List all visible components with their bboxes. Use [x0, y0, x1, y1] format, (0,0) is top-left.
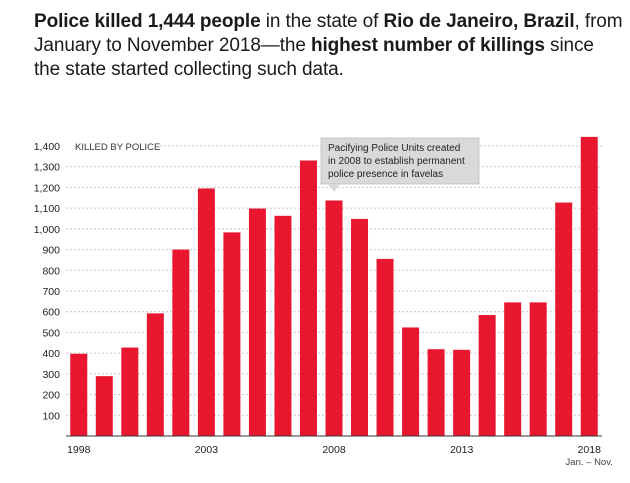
y-tick-label: 1,100 [34, 203, 60, 215]
bar-2012 [427, 349, 445, 436]
bar-2018 [580, 136, 598, 436]
annotation-line: Pacifying Police Units created [328, 143, 460, 154]
bar-1999 [95, 376, 113, 436]
bar-2004 [223, 232, 241, 436]
bar-2015 [504, 302, 522, 436]
bar-2016 [529, 302, 547, 436]
y-tick-label: 600 [42, 307, 60, 319]
y-tick-label: 500 [42, 327, 60, 339]
y-tick-label: 400 [42, 348, 60, 360]
last-bar-note: Jan. – Nov. [566, 457, 613, 468]
bar-2007 [299, 160, 317, 436]
headline-part-5: since the state started collecting such … [34, 35, 594, 80]
bar-1998 [70, 353, 88, 436]
y-tick-label: 1,000 [34, 224, 60, 236]
headline: Police killed 1,444 people in the state … [34, 10, 624, 82]
annotation-line: in 2008 to establish permanent [328, 156, 465, 167]
x-tick-label: 2008 [322, 444, 346, 456]
bar-2009 [351, 218, 369, 436]
y-tick-label: 1,400 [34, 141, 60, 153]
bar-2011 [402, 327, 420, 436]
annotation-box [320, 137, 480, 185]
headline-part-3: , from January to November 2018—the [34, 11, 623, 56]
x-tick-label: 2018 [578, 444, 602, 456]
x-tick-label: 2003 [195, 444, 219, 456]
bar-2000 [121, 347, 139, 436]
bar-2008 [325, 200, 343, 436]
x-tick-label: 2013 [450, 444, 474, 456]
y-tick-label: 1,300 [34, 162, 60, 174]
y-tick-label: 200 [42, 390, 60, 402]
y-axis-label: KILLED BY POLICE [75, 142, 160, 153]
annotation-line: police presence in favelas [328, 169, 443, 180]
bar-2001 [146, 313, 164, 436]
y-tick-label: 300 [42, 369, 60, 381]
annotation-pointer [328, 184, 340, 192]
y-tick-label: 100 [42, 410, 60, 422]
x-tick-label: 1998 [67, 444, 91, 456]
bar-2010 [376, 258, 394, 436]
headline-part-4: highest number of killings [310, 35, 545, 56]
y-tick-label: 800 [42, 265, 60, 277]
bar-2014 [478, 315, 496, 436]
bar-2003 [197, 188, 215, 436]
bar-2017 [555, 202, 573, 436]
headline-part-0: Police killed 1,444 people [34, 11, 261, 32]
headline-part-1: in the state of [260, 11, 384, 32]
y-tick-label: 1,200 [34, 182, 60, 194]
bar-2006 [274, 215, 292, 436]
bar-2005 [248, 208, 266, 436]
y-tick-label: 700 [42, 286, 60, 298]
bar-2002 [172, 249, 190, 436]
y-tick-label: 900 [42, 245, 60, 257]
bar-2013 [453, 349, 471, 436]
headline-part-2: Rio de Janeiro, Brazil [383, 11, 575, 32]
